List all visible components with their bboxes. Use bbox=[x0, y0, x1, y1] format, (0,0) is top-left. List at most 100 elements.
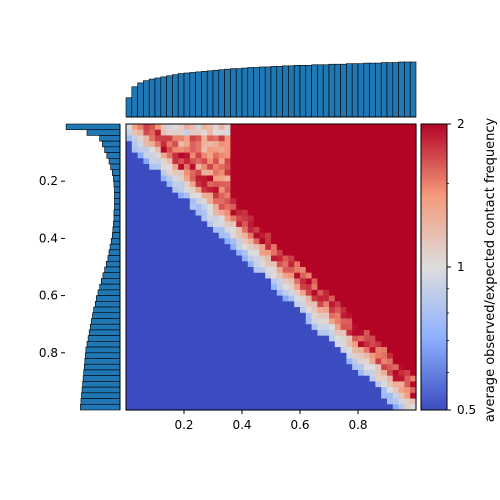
top-marginal-bar bbox=[299, 65, 307, 118]
heatmap-cell bbox=[311, 318, 318, 325]
heatmap-cell bbox=[242, 398, 249, 405]
heatmap-cell bbox=[271, 324, 278, 331]
heatmap-cell bbox=[166, 209, 173, 217]
heatmap-cell bbox=[247, 141, 255, 148]
heatmap-cell bbox=[288, 358, 295, 365]
heatmap-cell bbox=[410, 164, 417, 171]
heatmap-cell bbox=[282, 204, 289, 211]
left-marginal-bar bbox=[96, 295, 121, 302]
heatmap-cell bbox=[131, 232, 139, 239]
heatmap-cell bbox=[334, 124, 342, 131]
heatmap-cell bbox=[155, 318, 162, 325]
heatmap-cell bbox=[317, 129, 324, 137]
heatmap-cell bbox=[352, 324, 359, 331]
heatmap-cell bbox=[410, 404, 417, 411]
heatmap-cell bbox=[358, 358, 365, 365]
heatmap-cell bbox=[398, 404, 405, 411]
top-marginal-bar bbox=[398, 61, 405, 118]
heatmap-cell bbox=[329, 278, 336, 285]
heatmap-cell bbox=[149, 358, 156, 365]
left-marginal-bar bbox=[94, 301, 121, 308]
left-marginal-bar bbox=[85, 352, 121, 359]
heatmap-cell bbox=[410, 329, 417, 337]
heatmap-cell bbox=[224, 215, 231, 222]
heatmap-cell bbox=[410, 398, 417, 405]
heatmap-cell bbox=[137, 335, 144, 342]
heatmap-cell bbox=[381, 215, 388, 222]
heatmap-cell bbox=[143, 255, 150, 262]
left-marginal-bar bbox=[91, 318, 121, 325]
heatmap-cell bbox=[184, 146, 191, 154]
heatmap-cell bbox=[253, 347, 260, 354]
heatmap-cell bbox=[282, 381, 289, 388]
heatmap-cell bbox=[334, 255, 342, 262]
heatmap-cell bbox=[317, 284, 324, 291]
heatmap-cell bbox=[288, 244, 295, 251]
heatmap-cell bbox=[224, 124, 231, 131]
heatmap-cell bbox=[305, 209, 313, 217]
left-marginal-bar bbox=[108, 158, 121, 165]
heatmap-cell bbox=[271, 226, 278, 234]
heatmap-cell bbox=[329, 169, 336, 177]
heatmap-cell bbox=[363, 398, 371, 405]
heatmap-cell bbox=[317, 312, 324, 320]
heatmap-cell bbox=[381, 244, 388, 251]
heatmap-cell bbox=[323, 284, 330, 291]
heatmap-cell bbox=[189, 375, 197, 382]
heatmap-cell bbox=[387, 129, 394, 137]
heatmap-cell bbox=[137, 295, 144, 302]
heatmap-cell bbox=[288, 215, 295, 222]
heatmap-cell bbox=[410, 209, 417, 217]
top-marginal-bar bbox=[311, 64, 318, 118]
heatmap-cell bbox=[149, 381, 156, 388]
heatmap-cell bbox=[276, 369, 284, 377]
heatmap-cell bbox=[236, 358, 243, 365]
heatmap-cell bbox=[294, 164, 301, 171]
top-marginal-bar bbox=[235, 68, 243, 118]
heatmap-cell bbox=[224, 341, 231, 348]
heatmap-cell bbox=[160, 244, 168, 251]
heatmap-cell bbox=[178, 204, 185, 211]
heatmap-cell bbox=[381, 186, 388, 194]
heatmap-cell bbox=[126, 186, 133, 194]
heatmap-cell bbox=[369, 215, 376, 222]
heatmap-cell bbox=[189, 244, 197, 251]
heatmap-cell bbox=[352, 215, 359, 222]
heatmap-cell bbox=[271, 312, 278, 320]
heatmap-cell bbox=[149, 347, 156, 354]
heatmap-cell bbox=[288, 324, 295, 331]
heatmap-cell bbox=[282, 347, 289, 354]
heatmap-cell bbox=[207, 284, 214, 291]
heatmap-cell bbox=[369, 232, 376, 239]
heatmap-cell bbox=[253, 301, 260, 308]
heatmap-cell bbox=[247, 209, 255, 217]
heatmap-cell bbox=[166, 164, 173, 171]
heatmap-cell bbox=[218, 232, 226, 239]
heatmap-cell bbox=[143, 141, 150, 148]
top-marginal-bar bbox=[369, 62, 376, 118]
heatmap-cell bbox=[126, 175, 133, 182]
heatmap-cell bbox=[352, 164, 359, 171]
heatmap-cell bbox=[352, 186, 359, 194]
heatmap-cell bbox=[369, 221, 376, 228]
heatmap-cell bbox=[126, 141, 133, 148]
left-marginal-bar bbox=[104, 146, 121, 153]
colorbar-ticks: 0.512 bbox=[447, 117, 476, 417]
heatmap-cell bbox=[300, 209, 307, 217]
left-marginal-bar bbox=[99, 135, 121, 142]
heatmap-cell bbox=[213, 129, 220, 137]
heatmap-cell bbox=[352, 295, 359, 302]
heatmap-cell bbox=[358, 381, 365, 388]
heatmap-cell bbox=[253, 215, 260, 222]
heatmap-cell bbox=[398, 329, 405, 337]
heatmap-cell bbox=[224, 324, 231, 331]
heatmap-cell bbox=[363, 204, 371, 211]
heatmap-cell bbox=[126, 164, 133, 171]
heatmap-cell bbox=[363, 329, 371, 337]
heatmap-cell bbox=[288, 284, 295, 291]
heatmap-cell bbox=[178, 169, 185, 177]
heatmap-cell bbox=[305, 221, 313, 228]
heatmap-cell bbox=[213, 226, 220, 234]
left-marginal-bar bbox=[84, 358, 121, 365]
heatmap-cell bbox=[358, 209, 365, 217]
